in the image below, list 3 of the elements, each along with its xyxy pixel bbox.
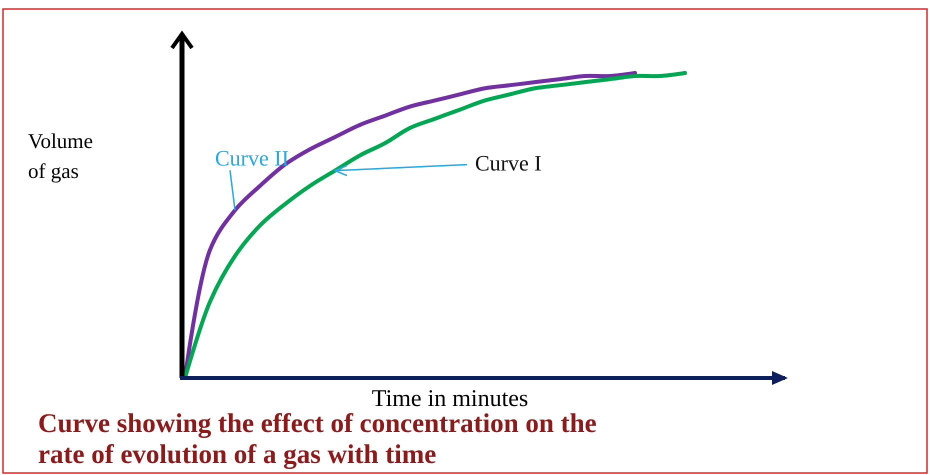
series-label: Curve I — [475, 150, 542, 176]
y-axis-title: Volume of gas — [28, 129, 93, 183]
series-label: Curve II — [215, 145, 289, 170]
